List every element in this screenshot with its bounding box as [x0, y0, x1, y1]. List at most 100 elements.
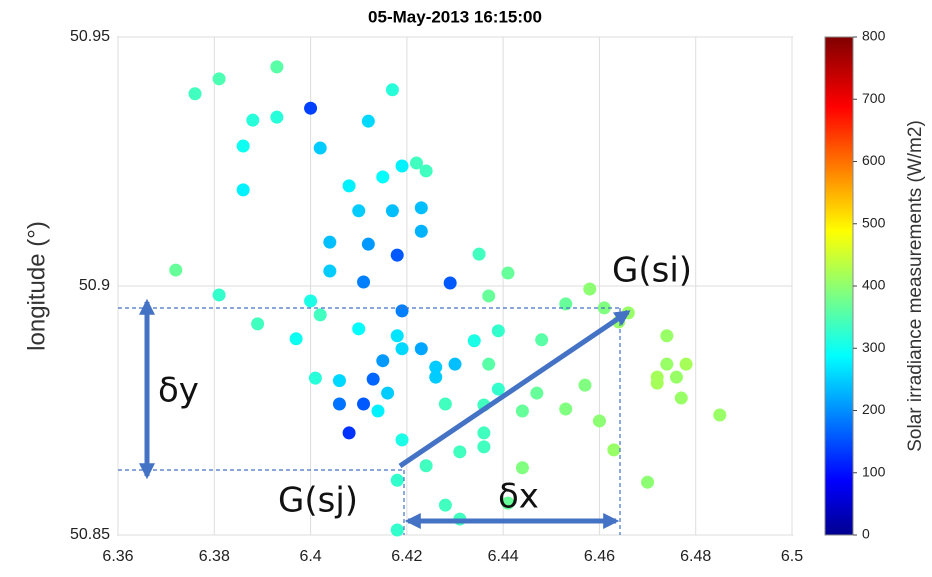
- point: [323, 264, 337, 278]
- x-tick-label: 6.44: [488, 548, 519, 565]
- x-tick-label: 6.36: [102, 548, 133, 565]
- point: [482, 289, 496, 303]
- point: [376, 354, 390, 368]
- point: [453, 445, 467, 459]
- point: [583, 282, 597, 296]
- point: [501, 266, 515, 280]
- point: [251, 317, 265, 331]
- colorbar-tick-label: 800: [862, 28, 886, 44]
- point: [641, 475, 655, 489]
- point: [409, 156, 423, 170]
- point: [448, 357, 462, 371]
- point: [342, 426, 356, 440]
- y-tick-label: 50.9: [79, 277, 110, 294]
- point: [236, 183, 250, 197]
- x-tick-label: 6.5: [781, 548, 803, 565]
- colorbar-tick-label: 0: [862, 526, 870, 542]
- point: [390, 248, 404, 262]
- point: [650, 376, 664, 390]
- chart-title: 05-May-2013 16:15:00: [368, 7, 542, 26]
- colorbar: [824, 36, 854, 536]
- point: [535, 333, 549, 347]
- point: [246, 113, 260, 127]
- colorbar-tick-label: 600: [862, 152, 886, 168]
- colorbar-label: Solar irradiance measurements (W/m2): [905, 120, 926, 452]
- point: [289, 332, 303, 346]
- point: [385, 83, 399, 97]
- point: [515, 461, 529, 475]
- point: [304, 101, 318, 115]
- point: [357, 275, 371, 289]
- point: [607, 443, 621, 457]
- point: [342, 179, 356, 193]
- point: [414, 201, 428, 215]
- point: [419, 164, 433, 178]
- point: [366, 372, 380, 386]
- x-tick-label: 6.48: [680, 548, 711, 565]
- x-tick-label: 6.4: [299, 548, 321, 565]
- point: [395, 433, 409, 447]
- guides: [118, 307, 621, 535]
- point: [491, 324, 505, 338]
- point: [674, 391, 688, 405]
- point: [438, 498, 452, 512]
- annotation: δx: [498, 477, 539, 517]
- point: [395, 342, 409, 356]
- point: [381, 386, 395, 400]
- point: [304, 294, 318, 308]
- y-axis-label: longitude (°): [23, 221, 50, 351]
- annotation: δy: [158, 371, 199, 411]
- point: [429, 360, 443, 374]
- point: [491, 382, 505, 396]
- point: [515, 404, 529, 418]
- point: [414, 342, 428, 356]
- point: [592, 414, 606, 428]
- point: [559, 297, 573, 311]
- point: [313, 308, 327, 322]
- colorbar-tick-label: 200: [862, 401, 886, 417]
- colorbar-tick-label: 400: [862, 277, 886, 293]
- point: [357, 397, 371, 411]
- point: [390, 473, 404, 487]
- point: [361, 114, 375, 128]
- annotation: G(si): [612, 251, 692, 291]
- point: [578, 378, 592, 392]
- point: [472, 247, 486, 261]
- point: [332, 397, 346, 411]
- point: [371, 404, 385, 418]
- point: [352, 204, 366, 218]
- point: [438, 397, 452, 411]
- point: [679, 357, 693, 371]
- point: [308, 371, 322, 385]
- x-tick-label: 6.38: [199, 548, 230, 565]
- point: [212, 72, 226, 86]
- point: [660, 357, 674, 371]
- point: [501, 496, 515, 510]
- point: [530, 386, 544, 400]
- point: [482, 357, 496, 371]
- point: [443, 276, 457, 290]
- colorbar-tick-label: 500: [862, 214, 886, 230]
- point: [390, 329, 404, 343]
- point: [414, 224, 428, 238]
- point: [352, 322, 366, 336]
- point: [270, 60, 284, 74]
- point: [236, 139, 250, 153]
- point: [323, 235, 337, 249]
- point: [559, 402, 573, 416]
- point: [467, 334, 481, 348]
- arrows: [138, 298, 631, 530]
- point: [390, 523, 404, 537]
- point: [313, 141, 327, 155]
- x-tick-label: 6.46: [584, 548, 615, 565]
- point: [477, 426, 491, 440]
- point: [212, 288, 226, 302]
- point: [385, 204, 399, 218]
- point: [669, 370, 683, 384]
- colorbar-tick-label: 300: [862, 339, 886, 355]
- y-tick-label: 50.95: [70, 28, 110, 45]
- point: [188, 87, 202, 101]
- point: [713, 408, 727, 422]
- point: [376, 170, 390, 184]
